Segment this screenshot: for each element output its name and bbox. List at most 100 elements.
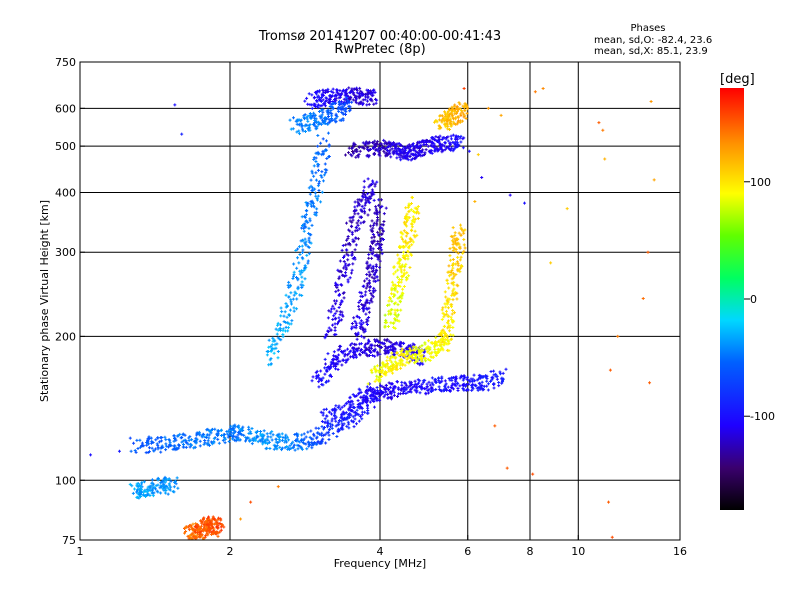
data-point	[363, 344, 367, 348]
data-point	[334, 404, 338, 408]
data-point	[307, 444, 311, 448]
data-point	[207, 443, 211, 447]
data-point	[175, 476, 179, 480]
data-point	[315, 99, 319, 103]
data-point	[230, 437, 234, 441]
data-point	[149, 436, 153, 440]
data-point	[444, 146, 448, 150]
data-point	[177, 443, 181, 447]
data-point	[400, 380, 404, 384]
data-point	[432, 138, 436, 142]
data-point	[421, 138, 425, 142]
data-point	[278, 435, 282, 439]
data-point	[490, 378, 494, 382]
data-point	[402, 341, 406, 345]
data-point	[323, 433, 327, 437]
x-tick-label: 2	[227, 545, 234, 558]
data-point	[380, 237, 384, 241]
data-point	[306, 440, 310, 444]
data-point	[270, 430, 274, 434]
data-point	[388, 395, 392, 399]
data-point	[324, 380, 328, 384]
data-point	[382, 149, 386, 153]
data-point	[357, 300, 361, 304]
data-point	[312, 432, 316, 436]
data-point	[392, 350, 396, 354]
data-point	[338, 347, 342, 351]
data-point	[134, 450, 138, 454]
data-point	[387, 339, 391, 343]
data-point	[185, 441, 189, 445]
data-point	[470, 385, 474, 389]
data-point	[367, 301, 371, 305]
data-point	[359, 342, 363, 346]
data-point	[349, 408, 353, 412]
data-point	[363, 348, 367, 352]
data-point	[321, 88, 325, 92]
data-point	[325, 90, 329, 94]
data-point	[168, 488, 172, 492]
data-point	[424, 148, 428, 152]
data-point	[356, 331, 360, 335]
data-point	[260, 439, 264, 443]
data-point	[375, 275, 379, 279]
data-point	[390, 147, 394, 151]
data-point	[163, 491, 167, 495]
data-point	[317, 89, 321, 93]
data-point	[293, 433, 297, 437]
data-point	[359, 405, 363, 409]
data-point	[321, 376, 325, 380]
data-point	[359, 319, 363, 323]
data-point	[359, 390, 363, 394]
data-point	[371, 229, 375, 233]
data-point	[413, 146, 417, 150]
data-point	[413, 388, 417, 392]
data-point	[323, 417, 327, 421]
data-point	[327, 433, 331, 437]
data-point	[423, 139, 427, 143]
data-point	[464, 384, 468, 388]
data-point	[333, 97, 337, 101]
data-point	[377, 392, 381, 396]
data-point	[422, 387, 426, 391]
data-point	[256, 435, 260, 439]
data-point	[455, 143, 459, 147]
data-point	[421, 148, 425, 152]
data-point	[338, 92, 342, 96]
data-point	[409, 387, 413, 391]
data-point	[281, 435, 285, 439]
data-point	[485, 379, 489, 383]
data-point	[354, 148, 358, 152]
data-point	[261, 433, 265, 437]
data-point	[365, 322, 369, 326]
data-point	[151, 486, 155, 490]
data-point	[443, 140, 447, 144]
data-point	[461, 378, 465, 382]
data-point	[194, 441, 198, 445]
data-point	[254, 436, 258, 440]
data-point	[151, 482, 155, 486]
data-point	[377, 340, 381, 344]
data-point	[338, 89, 342, 93]
data-point	[330, 94, 334, 98]
data-point	[366, 147, 370, 151]
data-point	[150, 446, 154, 450]
data-point	[376, 240, 380, 244]
data-point	[190, 438, 194, 442]
data-point	[426, 144, 430, 148]
data-point	[176, 486, 180, 490]
data-point	[174, 482, 178, 486]
data-point	[180, 435, 184, 439]
data-point	[188, 445, 192, 449]
data-point	[442, 144, 446, 148]
data-point	[295, 432, 299, 436]
data-point	[376, 140, 380, 144]
data-point	[425, 385, 429, 389]
data-point	[138, 492, 142, 496]
data-point	[402, 389, 406, 393]
data-point	[325, 99, 329, 103]
phases-title: Phases	[630, 23, 665, 34]
data-point	[356, 399, 360, 403]
data-point	[156, 436, 160, 440]
data-point	[321, 383, 325, 387]
